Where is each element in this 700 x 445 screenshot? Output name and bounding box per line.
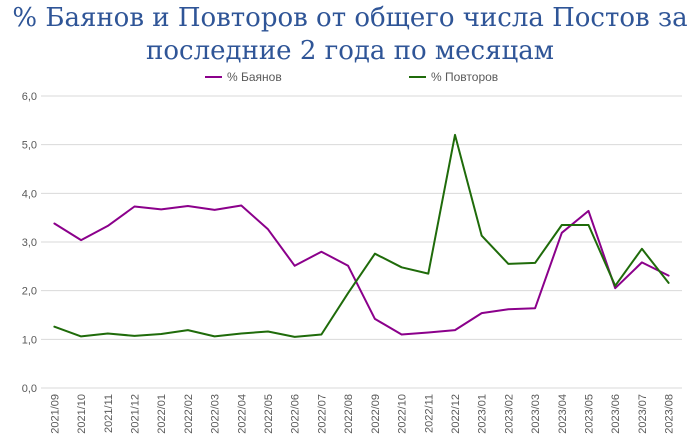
x-tick-label: 2021/12 [129, 394, 141, 434]
x-tick-label: 2022/10 [397, 394, 409, 434]
x-tick-label: 2022/07 [316, 394, 328, 434]
x-tick-label: 2022/02 [183, 394, 195, 434]
chart-title-line-1: % Баянов и Повторов от общего числа Пост… [12, 3, 687, 33]
legend-label-repeats: % Повторов [431, 70, 498, 84]
x-tick-label: 2023/01 [477, 394, 489, 434]
x-tick-label: 2022/01 [156, 394, 168, 434]
legend: % Баянов % Повторов [205, 70, 498, 84]
y-axis-ticks: 0,0 1,0 2,0 3,0 4,0 5,0 6,0 [22, 91, 37, 395]
y-tick-label: 2,0 [22, 286, 37, 298]
legend-label-bayans: % Баянов [227, 70, 282, 84]
x-tick-label: 2023/02 [503, 394, 515, 434]
x-tick-label: 2022/12 [450, 394, 462, 434]
series-line-repeats [53, 133, 670, 338]
series-line-bayans [53, 204, 670, 336]
x-tick-label: 2023/06 [610, 394, 622, 434]
x-tick-label: 2022/11 [423, 394, 435, 433]
y-tick-label: 5,0 [22, 140, 37, 152]
x-tick-label: 2022/05 [263, 394, 275, 434]
x-tick-label: 2022/06 [290, 394, 302, 434]
x-tick-label: 2023/03 [530, 394, 542, 434]
x-tick-label: 2022/08 [343, 394, 355, 434]
x-tick-label: 2023/07 [637, 394, 649, 434]
x-tick-label: 2023/05 [584, 394, 596, 434]
x-tick-label: 2022/03 [210, 394, 222, 434]
x-tick-label: 2021/11 [103, 394, 115, 433]
x-tick-label: 2023/08 [664, 394, 676, 434]
x-tick-label: 2022/09 [370, 394, 382, 434]
x-tick-label: 2021/10 [76, 394, 88, 434]
y-tick-label: 3,0 [22, 237, 37, 249]
y-tick-label: 1,0 [22, 334, 37, 346]
y-tick-label: 4,0 [22, 188, 37, 200]
series-lines [53, 133, 670, 338]
x-tick-label: 2022/04 [236, 394, 248, 434]
y-tick-label: 0,0 [22, 383, 37, 395]
x-axis-ticks: 2021/09 2021/10 2021/11 2021/12 2022/01 2022/… [49, 394, 675, 434]
x-tick-label: 2021/09 [49, 394, 61, 434]
x-tick-label: 2023/04 [557, 394, 569, 434]
chart-title-line-2: последние 2 года по месяцам [146, 36, 554, 66]
y-tick-label: 6,0 [22, 91, 37, 103]
gridlines [41, 95, 682, 389]
